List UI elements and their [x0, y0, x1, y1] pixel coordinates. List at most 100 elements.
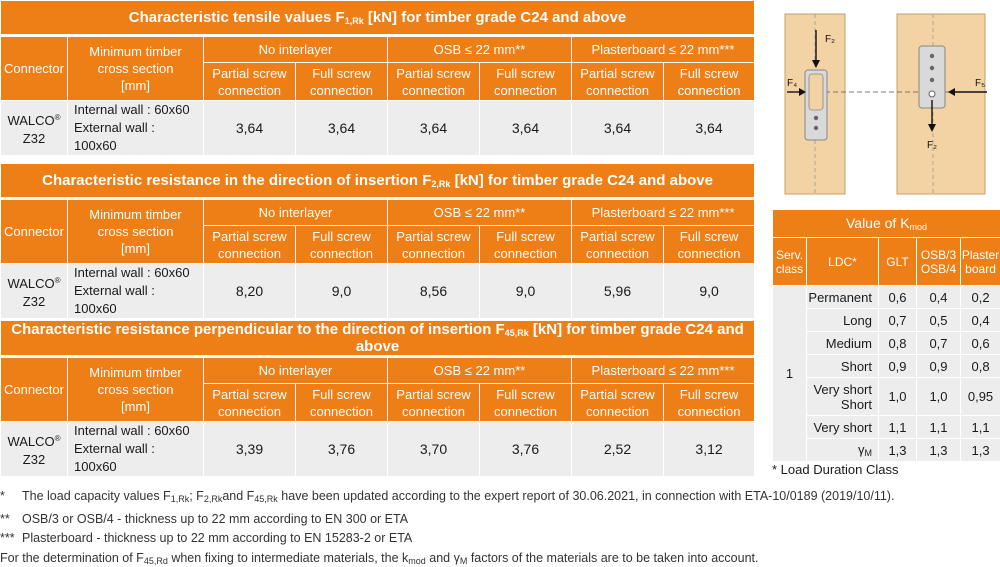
kmod-row: 1 Permanent 0,6 0,4 0,2	[772, 285, 1000, 462]
plasterboard-header: Plasterboard ≤ 22 mm***	[570, 36, 756, 63]
kmod-row: Very short 1,1 1,1 1,1	[773, 415, 1000, 439]
glt-cell: 0,8	[878, 331, 917, 355]
ldc-cell: Very short Short	[806, 377, 879, 416]
table-title: Characteristic tensile values F1,Rk [kN]…	[0, 0, 756, 35]
table-row: WALCO® Z32 Internal wall : 60x60 External …	[0, 100, 756, 156]
footnote-3: *** Plasterboard - thickness up to 22 mm …	[0, 531, 413, 545]
connector-cell: WALCO® Z32	[0, 263, 68, 319]
osb-cell: 1,1	[916, 415, 961, 439]
osb-header: OSB ≤ 22 mm**	[387, 199, 572, 226]
connector-header: Connector	[0, 357, 68, 422]
osb-header: OSB ≤ 22 mm**	[387, 36, 572, 63]
table-row: WALCO® Z32 Internal wall : 60x60 External …	[0, 263, 756, 319]
kmod-row: Very short Short 1,0 1,0 0,95	[773, 377, 1000, 416]
section-cell: Internal wall : 60x60 External wall : 100…	[67, 263, 204, 319]
kmod-row: γM 1,3 1,3 1,3	[773, 438, 1000, 462]
osb-header: OSB ≤ 22 mm**	[387, 357, 572, 384]
plaster-cell: 0,4	[959, 308, 1000, 332]
glt-cell: 0,6	[878, 285, 917, 309]
glt-cell: 1,3	[878, 438, 917, 462]
partial-screw-header: Partial screw connection	[571, 383, 664, 422]
min-section-header: Minimum timber cross section [mm]	[67, 36, 204, 101]
osb-cell: 1,3	[916, 438, 961, 462]
full-screw-header: Full screw connection	[662, 62, 756, 101]
insertion-resistance-table: Characteristic resistance in the directi…	[0, 163, 756, 319]
plasterboard-header: Plasterboard ≤ 22 mm***	[570, 199, 756, 226]
value-cell: 3,64	[479, 100, 572, 156]
connector-header: Connector	[0, 199, 68, 264]
full-screw-header: Full screw connection	[295, 225, 388, 264]
no-interlayer-header: No interlayer	[203, 357, 388, 384]
plaster-cell: 0,95	[959, 377, 1000, 416]
osb-cell: 1,0	[916, 377, 961, 416]
value-cell: 5,96	[571, 263, 664, 319]
value-cell: 9,0	[662, 263, 756, 319]
value-cell: 3,64	[295, 100, 388, 156]
full-screw-header: Full screw connection	[295, 62, 388, 101]
kmod-table: Value of Kmod Serv. class LDC* GLT OSB/3 O…	[771, 209, 1000, 462]
no-interlayer-header: No interlayer	[203, 199, 388, 226]
full-screw-header: Full screw connection	[295, 383, 388, 422]
table-title: Characteristic resistance perpendicular …	[0, 320, 756, 356]
full-screw-header: Full screw connection	[662, 225, 756, 264]
value-cell: 9,0	[479, 263, 572, 319]
connector-cell: WALCO® Z32	[0, 421, 68, 477]
value-cell: 9,0	[295, 263, 388, 319]
kmod-row: Long 0,7 0,5 0,4	[773, 308, 1000, 332]
glt-header: GLT	[878, 237, 917, 286]
glt-cell: 0,9	[878, 354, 917, 378]
force-label-f4: F₄	[787, 78, 797, 89]
glt-cell: 1,0	[878, 377, 917, 416]
footnote-2: ** OSB/3 or OSB/4 - thickness up to 22 mm…	[0, 511, 409, 526]
value-cell: 3,76	[295, 421, 388, 477]
min-section-header: Minimum timber cross section [mm]	[67, 357, 204, 422]
plaster-cell: 0,2	[959, 285, 1000, 309]
force-label-f2-bottom: F₂	[927, 140, 937, 151]
plasterboard-header: Plaster board	[959, 237, 1000, 286]
partial-screw-header: Partial screw connection	[203, 62, 296, 101]
ldc-cell: γM	[806, 438, 879, 462]
full-screw-header: Full screw connection	[479, 225, 572, 264]
value-cell: 8,56	[387, 263, 480, 319]
value-cell: 3,39	[203, 421, 296, 477]
value-cell: 2,52	[571, 421, 664, 477]
glt-cell: 1,1	[878, 415, 917, 439]
serv-class-header: Serv. class	[772, 237, 807, 286]
partial-screw-header: Partial screw connection	[387, 383, 480, 422]
table-row: WALCO® Z32 Internal wall : 60x60 External …	[0, 421, 756, 477]
plasterboard-header: Plasterboard ≤ 22 mm***	[570, 357, 756, 384]
force-label-f2-top: F₂	[825, 34, 835, 45]
ldc-cell: Permanent	[806, 285, 879, 309]
ldc-cell: Short	[806, 354, 879, 378]
osb-header: OSB/3 OSB/4	[916, 237, 961, 286]
value-cell: 3,12	[662, 421, 756, 477]
table-title: Characteristic resistance in the directi…	[0, 163, 756, 198]
serv-class-cell: 1	[772, 285, 807, 462]
osb-cell: 0,5	[916, 308, 961, 332]
kmod-row: Short 0,9 0,9 0,8	[773, 354, 1000, 378]
connector-cell: WALCO® Z32	[0, 100, 68, 156]
value-cell: 3,70	[387, 421, 480, 477]
section-cell: Internal wall : 60x60 External wall : 100…	[67, 421, 204, 477]
force-label-f5: F₅	[975, 78, 985, 89]
partial-screw-header: Partial screw connection	[203, 225, 296, 264]
kmod-row: Medium 0,8 0,7 0,6	[773, 331, 1000, 355]
plaster-cell: 0,6	[959, 331, 1000, 355]
value-cell: 3,64	[387, 100, 480, 156]
partial-screw-header: Partial screw connection	[571, 62, 664, 101]
section-cell: Internal wall : 60x60 External wall : 100…	[67, 100, 204, 156]
perpendicular-resistance-table: Characteristic resistance perpendicular …	[0, 320, 756, 477]
osb-cell: 0,7	[916, 331, 961, 355]
value-cell: 3,76	[479, 421, 572, 477]
partial-screw-header: Partial screw connection	[571, 225, 664, 264]
value-cell: 3,64	[203, 100, 296, 156]
ldc-header: LDC*	[806, 237, 879, 286]
footnote-1: * The load capacity values F1,Rk; F2,Rkan…	[0, 489, 895, 504]
connector-diagram: F₂ F₄ F₅ F₂	[784, 13, 987, 195]
partial-screw-header: Partial screw connection	[387, 225, 480, 264]
kmod-footnote: * Load Duration Class	[772, 462, 899, 477]
ldc-cell: Very short	[806, 415, 879, 439]
footnote-4: For the determination of F45,Rd when fix…	[0, 550, 759, 566]
min-section-header: Minimum timber cross section [mm]	[67, 199, 204, 264]
kmod-title: Value of Kmod	[771, 209, 1000, 238]
